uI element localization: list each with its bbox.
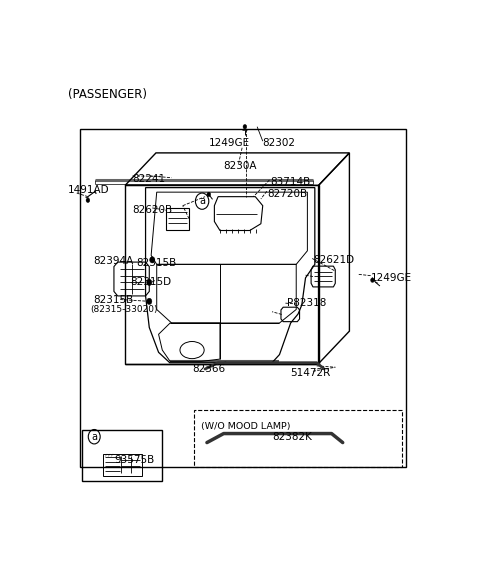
Text: 82620B: 82620B [132,205,173,215]
Text: 1249GE: 1249GE [209,138,250,148]
Text: 82302: 82302 [263,138,296,148]
Bar [81,129,406,468]
Text: (82315-33020): (82315-33020) [91,305,158,314]
Circle shape [371,278,374,282]
Text: 82382K: 82382K [272,432,312,442]
Text: 1249GE: 1249GE [371,273,412,283]
Text: 82621D: 82621D [313,255,354,265]
Circle shape [207,192,211,197]
Text: 82720B: 82720B [267,189,308,199]
Text: a: a [199,196,205,206]
Circle shape [147,280,152,285]
Text: 82315B: 82315B [94,295,134,305]
Text: 1491AD: 1491AD [68,185,110,195]
Text: (W/O MOOD LAMP): (W/O MOOD LAMP) [201,423,290,431]
Circle shape [147,298,152,305]
Text: 93575B: 93575B [114,455,154,465]
Text: 83714B: 83714B [270,177,311,187]
Text: 82366: 82366 [192,364,225,374]
Circle shape [150,257,155,263]
Text: 82315D: 82315D [130,277,171,287]
Bar [83,430,162,481]
Text: 8230A: 8230A [224,161,257,171]
Circle shape [243,124,247,129]
Text: P82318: P82318 [287,298,326,308]
Text: a: a [91,432,97,442]
Bar [194,410,402,468]
Text: 51472R: 51472R [290,367,331,377]
Text: 82241: 82241 [132,173,166,183]
Circle shape [86,198,90,203]
Text: 82394A: 82394A [94,255,134,265]
Text: 82315B: 82315B [136,257,177,268]
Text: (PASSENGER): (PASSENGER) [68,88,147,101]
